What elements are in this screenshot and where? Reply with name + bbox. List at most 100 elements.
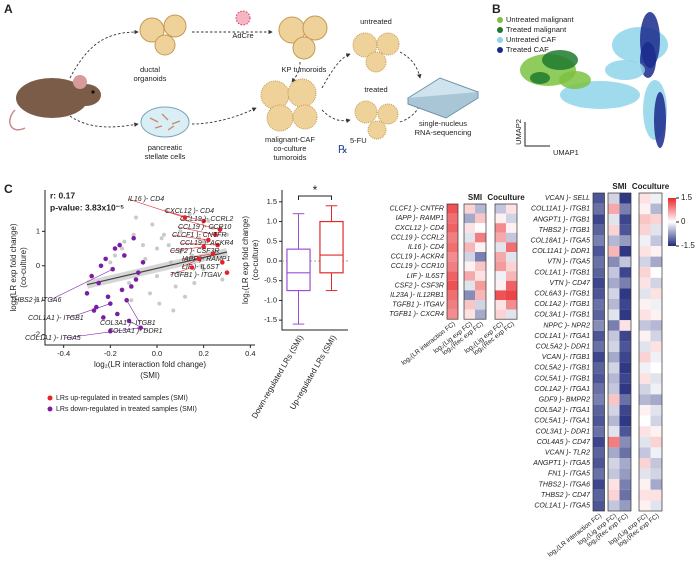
y-tick-label: -2 — [33, 330, 40, 339]
cell — [619, 341, 631, 352]
point — [115, 311, 120, 317]
cell — [593, 203, 605, 215]
cell — [475, 213, 486, 224]
umap-cluster — [559, 71, 591, 89]
cell — [650, 447, 662, 458]
cell — [639, 373, 651, 384]
cell — [495, 223, 506, 233]
row-label: COL5A1 )- ITGA1 — [534, 418, 590, 425]
untreated-tumoroids — [352, 32, 400, 73]
point — [178, 229, 183, 234]
point — [91, 308, 97, 313]
point — [183, 294, 187, 299]
cell — [639, 341, 651, 352]
row-label: COL5A2 )- ITGB1 — [534, 365, 590, 372]
row-label: COL1A1 )- ITGA1 — [534, 333, 590, 340]
cell — [608, 479, 620, 490]
cell — [608, 394, 620, 405]
cell — [639, 235, 651, 246]
legend-swatch — [497, 37, 503, 43]
panel-label: C — [4, 182, 13, 196]
point-label: CSF2 )- CSF3R — [170, 248, 219, 255]
point — [150, 222, 155, 227]
umap-plot — [520, 12, 668, 148]
cell — [506, 309, 517, 320]
point — [94, 304, 99, 310]
axes — [281, 190, 348, 331]
cell — [495, 242, 506, 252]
diagram-label: malignant-CAF — [265, 135, 315, 144]
cell — [447, 204, 458, 214]
leader — [177, 226, 216, 236]
row-label: COL18A1 )- ITGA5 — [530, 238, 590, 245]
point-label: CCL19 )- ACKR4 — [180, 240, 234, 247]
significance-bracket — [298, 195, 332, 200]
cell — [447, 280, 458, 291]
treated-tumoroids — [354, 100, 399, 140]
legend-label: Treated CAF — [506, 45, 549, 54]
leader — [181, 258, 200, 268]
cell — [593, 468, 605, 480]
cell — [608, 193, 620, 204]
legend-label: LRs down-regulated in treated samples (S… — [56, 406, 197, 413]
point-label: CXCL12 )- CD4 — [165, 208, 214, 215]
point — [131, 232, 136, 237]
colorbar — [668, 198, 676, 246]
cell — [593, 479, 605, 490]
cell — [593, 246, 605, 257]
point — [162, 232, 166, 237]
cell — [447, 309, 458, 320]
cell — [619, 383, 631, 395]
row-label: VTN )- CD47 — [550, 280, 592, 287]
rx-symbol: ℞ — [338, 144, 348, 156]
cell — [608, 447, 620, 458]
point — [192, 281, 197, 285]
cell — [593, 362, 605, 374]
row-label: THBS2 )- ITGA6 — [539, 481, 590, 488]
cell — [593, 489, 605, 501]
cell — [593, 405, 605, 416]
cell — [608, 352, 620, 363]
cell — [464, 280, 475, 291]
cell — [593, 235, 605, 246]
row-label: LIF )- IL6ST — [407, 273, 445, 280]
cell — [608, 299, 620, 310]
point — [197, 236, 201, 241]
row-label: COL3A1 )- ITGB1 — [534, 312, 590, 319]
cell — [475, 309, 486, 320]
cell — [608, 246, 620, 257]
cell — [619, 309, 631, 321]
cell — [506, 232, 517, 243]
legend-label: LRs up-regulated in treated samples (SMI… — [56, 395, 188, 402]
cell — [506, 261, 517, 272]
group-label: SMI — [468, 193, 482, 202]
cell — [619, 500, 631, 511]
cell — [506, 300, 517, 310]
cell — [593, 330, 605, 342]
cell — [506, 223, 517, 233]
cell — [650, 458, 662, 469]
point — [96, 280, 101, 286]
row-label: ANGPT1 )- ITGB1 — [532, 216, 590, 223]
point — [136, 270, 141, 275]
diagram-label: KP tumoroids — [282, 65, 327, 74]
cell — [639, 415, 651, 427]
cell — [619, 203, 631, 215]
cell — [650, 415, 662, 427]
cell — [506, 280, 517, 291]
row-label: IL23A )- IL12RB1 — [390, 292, 444, 299]
cell — [608, 288, 620, 299]
point — [131, 235, 136, 241]
cell — [608, 426, 620, 437]
point — [148, 291, 152, 296]
point — [129, 298, 134, 303]
x-tick-label: 0.2 — [198, 349, 208, 358]
row-label: IAPP )- RAMP1 — [396, 215, 444, 222]
cell — [593, 383, 605, 395]
cell — [593, 447, 605, 458]
cell — [650, 267, 662, 278]
row-label: CXCL12 )- CD4 — [395, 225, 444, 232]
umap-cluster — [654, 92, 666, 148]
cell — [639, 267, 651, 278]
